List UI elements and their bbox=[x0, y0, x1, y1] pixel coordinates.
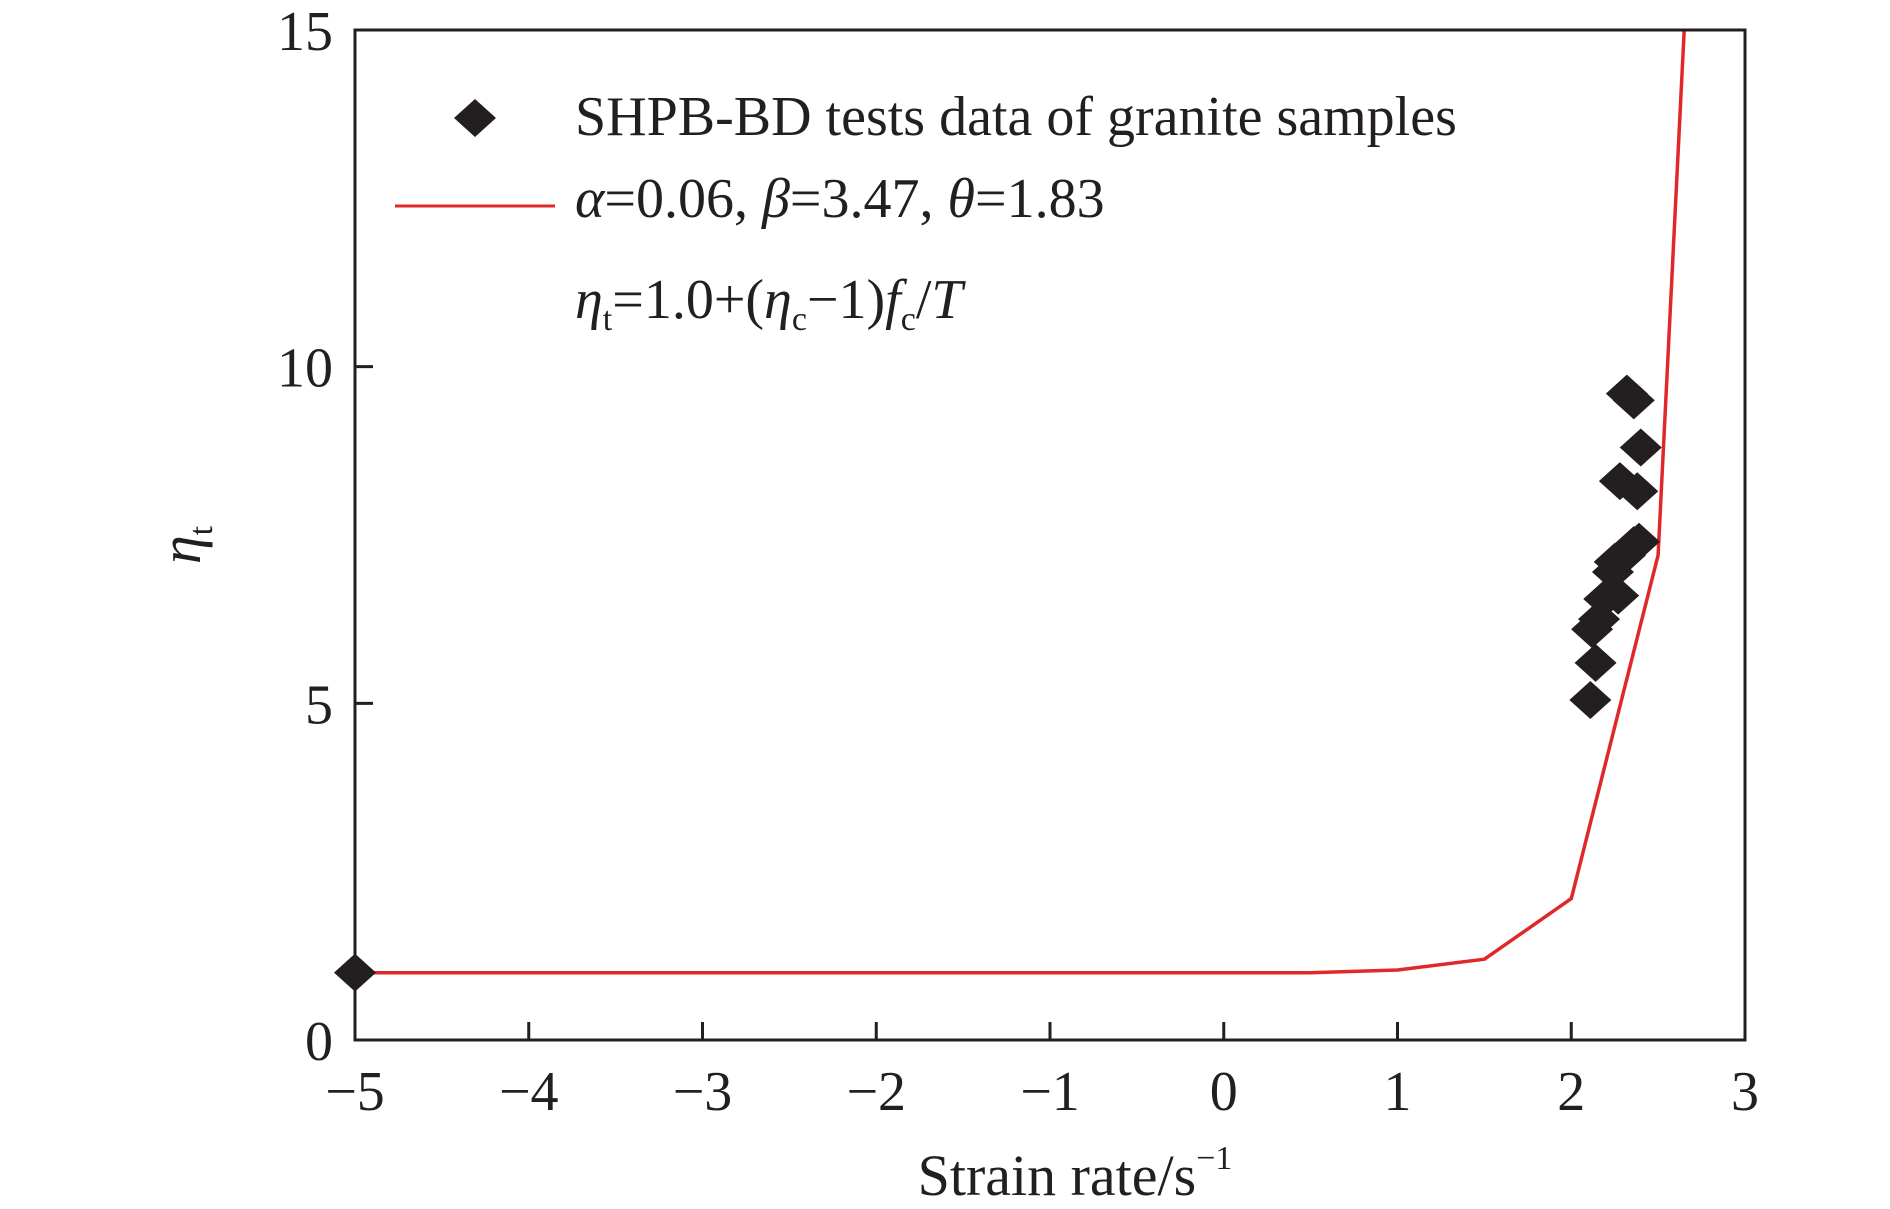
data-point bbox=[1618, 522, 1661, 561]
x-tick-label: 1 bbox=[1384, 1061, 1412, 1123]
x-tick-label: 0 bbox=[1210, 1061, 1238, 1123]
x-tick-label: −2 bbox=[846, 1061, 906, 1123]
x-axis-label-exponent: −1 bbox=[1196, 1140, 1232, 1177]
y-axis-label: ηt bbox=[148, 525, 220, 564]
scatter-points-layer bbox=[334, 374, 1662, 992]
y-tick-label: 5 bbox=[305, 674, 333, 736]
legend: SHPB-BD tests data of granite samples α=… bbox=[395, 86, 1457, 338]
x-tick-label: −3 bbox=[673, 1061, 733, 1123]
x-tick-label: 2 bbox=[1557, 1061, 1585, 1123]
tick-labels-layer: −5 −4 −3 −2 −1 0 1 2 3 0 5 10 15 bbox=[277, 1, 1759, 1123]
x-tick-label: −1 bbox=[1020, 1061, 1080, 1123]
x-tick-label: 3 bbox=[1731, 1061, 1759, 1123]
y-tick-label: 10 bbox=[277, 338, 333, 400]
data-point bbox=[1616, 472, 1659, 511]
data-point bbox=[1619, 428, 1662, 467]
formula-annotation: ηt=1.0+(ηc−1)fc/T bbox=[575, 269, 966, 338]
y-tick-label: 15 bbox=[277, 1, 333, 63]
x-tick-label: −5 bbox=[325, 1061, 385, 1123]
legend-label-scatter: SHPB-BD tests data of granite samples bbox=[575, 86, 1457, 148]
x-tick-label: −4 bbox=[499, 1061, 559, 1123]
model-line-layer bbox=[355, 29, 1686, 975]
data-point bbox=[1612, 381, 1655, 420]
ticks-layer bbox=[353, 28, 1747, 1042]
y-tick-label: 0 bbox=[305, 1011, 333, 1073]
legend-scatter-marker bbox=[454, 99, 496, 137]
x-axis-label: Strain rate/s−1 bbox=[918, 1140, 1233, 1208]
data-point bbox=[1574, 643, 1617, 682]
legend-label-model-line: α=0.06, β=3.47, θ=1.83 bbox=[575, 168, 1105, 230]
model-fit-line bbox=[355, 29, 1686, 975]
y-axis-label-subscript: t bbox=[183, 525, 220, 535]
data-point bbox=[1569, 680, 1612, 719]
